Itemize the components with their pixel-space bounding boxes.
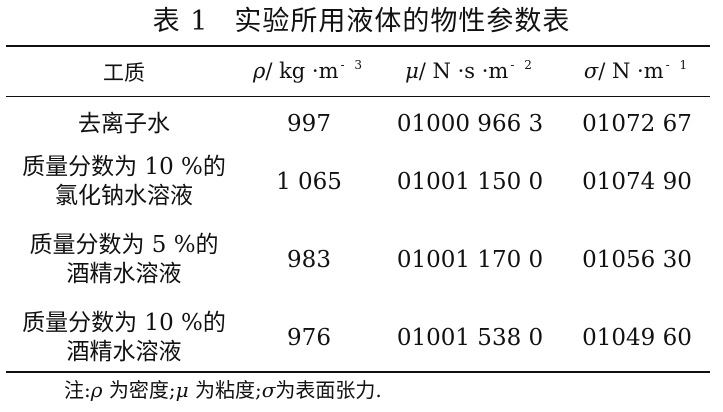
table-row-viscosity: 01001 150 0 — [396, 168, 544, 195]
footnote-density-symbol: ρ — [90, 378, 103, 402]
footnote-density-text: 为密度; — [102, 378, 176, 402]
table-row-density: 983 — [287, 246, 331, 273]
header-density: ρ/ kg ·m - 3 — [242, 52, 376, 94]
header-viscosity: μ/ N ·s ·m - 2 — [376, 52, 564, 94]
header-medium-label: 工质 — [103, 60, 145, 85]
footnote-tension-symbol: σ — [261, 378, 276, 402]
tension-unit: / N ·m — [598, 59, 664, 83]
table-row-viscosity: 01001 538 0 — [396, 324, 544, 351]
table-caption: 表 1 实验所用液体的物性参数表 — [0, 2, 723, 42]
table-footnote: 注:ρ 为密度;μ 为粘度;σ为表面张力. — [64, 375, 382, 405]
table-row-density: 997 — [287, 110, 331, 137]
table-row-density: 976 — [287, 324, 331, 351]
table-row-density: 1 065 — [276, 168, 342, 195]
table-row-tension: 01049 60 — [582, 324, 692, 351]
table-row-tension: 01072 67 — [582, 110, 692, 137]
row-name-line: 质量分数为 5 %的 — [29, 232, 219, 258]
header-rule — [6, 96, 710, 97]
header-tension: σ/ N ·m - 1 — [564, 52, 710, 94]
top-rule — [6, 45, 710, 47]
density-exponent: - 3 — [340, 58, 366, 72]
footnote-viscosity-text: 为粘度; — [188, 378, 262, 402]
footnote-tension-text: 为表面张力. — [275, 378, 382, 402]
footnote-prefix: 注: — [64, 378, 91, 402]
table-number: 表 1 — [152, 6, 209, 37]
tension-exponent: - 1 — [665, 58, 691, 72]
density-symbol: ρ — [252, 59, 266, 83]
table-title: 实验所用液体的物性参数表 — [234, 6, 571, 37]
row-name-line: 质量分数为 10 %的 — [22, 310, 226, 336]
tension-symbol: σ — [583, 59, 599, 83]
density-unit: / kg ·m — [265, 59, 339, 83]
row-name-line: 质量分数为 10 %的 — [22, 154, 226, 180]
table-row-name: 质量分数为 10 %的 酒精水溶液 — [6, 302, 242, 374]
table-row-tension: 01074 90 — [582, 168, 692, 195]
row-name-line: 酒精水溶液 — [66, 339, 182, 365]
viscosity-unit: / N ·s ·m — [418, 59, 509, 83]
header-medium: 工质 — [6, 52, 242, 94]
viscosity-exponent: - 2 — [510, 58, 535, 72]
table-row-tension: 01056 30 — [582, 246, 692, 273]
row-name-line: 去离子水 — [78, 110, 170, 137]
table-row-viscosity: 01001 170 0 — [396, 246, 544, 273]
viscosity-symbol: μ — [405, 59, 419, 83]
table-row-name: 质量分数为 10 %的 氯化钠水溶液 — [6, 146, 242, 218]
footnote-viscosity-symbol: μ — [175, 378, 189, 402]
bottom-rule — [6, 371, 710, 373]
table-row-viscosity: 01000 966 3 — [396, 110, 544, 137]
row-name-line: 氯化钠水溶液 — [55, 183, 193, 209]
table-row-name: 去离子水 — [6, 104, 242, 144]
table-row-name: 质量分数为 5 %的 酒精水溶液 — [6, 224, 242, 296]
row-name-line: 酒精水溶液 — [66, 261, 182, 287]
